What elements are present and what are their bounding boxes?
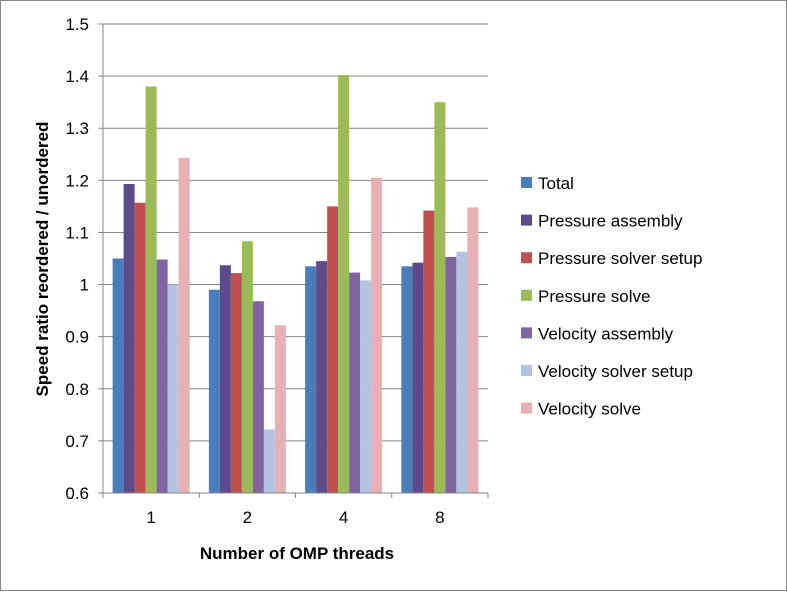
bar-velocity-assembly-8	[445, 256, 457, 493]
bar-total-8	[401, 266, 413, 493]
bar-velocity-solver-setup-2	[263, 429, 275, 493]
x-tick-labels: 1 2 4 8	[146, 508, 444, 527]
x-tick-label: 2	[243, 508, 252, 527]
y-tick-label: 1.1	[65, 223, 89, 242]
bar-pressure-solver-setup-1	[134, 202, 146, 494]
legend-swatch	[521, 214, 532, 226]
y-tick-label: 1.4	[65, 67, 89, 86]
legend-label: Pressure solve	[538, 287, 650, 306]
bar-velocity-solver-setup-8	[456, 251, 468, 493]
legend-label: Total	[538, 174, 574, 193]
axes	[98, 23, 489, 498]
bar-velocity-solver-setup-4	[360, 280, 372, 493]
bar-total-1	[112, 258, 124, 493]
legend-swatch	[521, 177, 532, 188]
y-axis-title: Speed ratio reordered / unordered	[33, 122, 52, 397]
y-tick-label: 0.9	[65, 328, 89, 347]
y-tick-label: 1.2	[65, 171, 89, 190]
legend-label: Velocity solve	[538, 400, 641, 419]
bar-pressure-solve-8	[434, 102, 446, 494]
bar-pressure-solve-1	[145, 86, 157, 494]
legend-label: Pressure assembly	[538, 212, 683, 231]
y-tick-labels: 0.6 0.7 0.8 0.9 1 1.1 1.2 1.3 1.4 1.5	[65, 15, 89, 503]
y-tick-label: 0.6	[65, 484, 89, 503]
bar-velocity-solver-setup-1	[167, 284, 179, 493]
bar-pressure-solver-setup-4	[327, 206, 339, 493]
legend-label: Velocity solver setup	[538, 362, 693, 381]
bar-velocity-assembly-2	[252, 301, 264, 493]
legend: Total Pressure assembly Pressure solver se…	[521, 174, 702, 419]
bar-velocity-assembly-1	[156, 259, 168, 493]
bar-pressure-assembly-1	[123, 183, 135, 493]
bar-pressure-solve-4	[338, 75, 350, 494]
x-tick-label: 1	[146, 508, 155, 527]
x-tick-label: 4	[339, 508, 348, 527]
bar-velocity-solve-8	[467, 207, 479, 494]
legend-swatch	[521, 402, 532, 414]
y-tick-label: 1.3	[65, 119, 89, 138]
y-tick-label: 1.5	[65, 15, 89, 34]
y-tick-label: 0.8	[65, 380, 89, 399]
legend-label: Velocity assembly	[538, 324, 674, 343]
bar-pressure-assembly-4	[316, 261, 328, 493]
bars	[112, 75, 479, 494]
y-tick-label: 0.7	[65, 432, 89, 451]
y-tick-label: 1	[80, 276, 89, 295]
bar-pressure-solve-2	[241, 241, 253, 493]
bar-pressure-assembly-8	[412, 262, 424, 493]
x-axis-title: Number of OMP threads	[200, 544, 394, 563]
x-tick-label: 8	[435, 508, 444, 527]
bar-pressure-assembly-2	[219, 265, 231, 493]
legend-swatch	[521, 327, 532, 339]
legend-swatch	[521, 289, 532, 301]
legend-swatch	[521, 365, 532, 376]
bar-velocity-assembly-4	[349, 272, 361, 493]
bar-pressure-solver-setup-2	[230, 273, 242, 493]
bar-pressure-solver-setup-8	[423, 210, 435, 493]
bar-velocity-solve-2	[274, 325, 286, 493]
bar-velocity-solve-1	[178, 157, 190, 494]
bar-total-4	[305, 266, 317, 493]
legend-swatch	[521, 252, 532, 264]
legend-label: Pressure solver setup	[538, 249, 702, 268]
bar-velocity-solve-4	[371, 177, 383, 493]
bar-total-2	[208, 289, 220, 493]
